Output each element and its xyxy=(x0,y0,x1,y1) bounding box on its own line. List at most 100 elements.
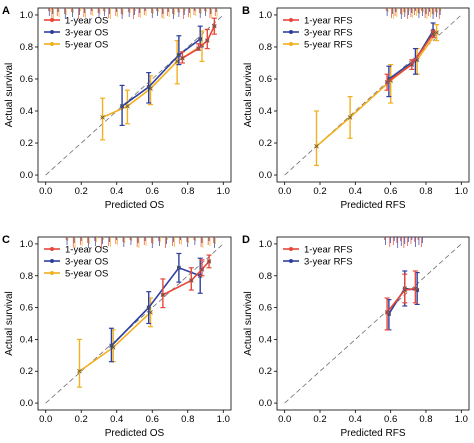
observed-marker xyxy=(199,267,205,272)
plot-frame xyxy=(37,236,232,411)
x-tick-label: 0.6 xyxy=(384,414,397,425)
y-tick-label: 0.0 xyxy=(20,398,33,409)
x-tick-label: 0.0 xyxy=(39,186,52,197)
x-tick-label: 0.6 xyxy=(146,186,159,197)
x-tick-label: 0.8 xyxy=(181,414,194,425)
x-tick-label: 0.6 xyxy=(384,186,397,197)
observed-marker xyxy=(205,38,210,43)
y-tick-label: 0.8 xyxy=(259,271,272,282)
legend-label: 1-year RFS xyxy=(304,245,353,256)
plot-frame xyxy=(276,7,470,183)
legend-marker xyxy=(289,18,293,22)
y-tick-label: 0.8 xyxy=(20,271,33,282)
series-line xyxy=(121,38,201,107)
legend-label: 3-year RFS xyxy=(304,257,353,268)
y-tick-label: 0.4 xyxy=(259,106,272,117)
y-axis-label: Actual survival xyxy=(243,63,254,127)
x-tick-label: 0.2 xyxy=(313,186,326,197)
panel-letter: A xyxy=(2,5,10,17)
series-1-year-os xyxy=(179,17,217,64)
y-tick-label: 0.4 xyxy=(259,334,272,345)
legend-label: 3-year OS xyxy=(65,257,108,268)
observed-marker xyxy=(160,292,166,298)
legend-marker xyxy=(289,259,293,263)
y-tick-label: 0.0 xyxy=(20,170,33,181)
observed-marker xyxy=(314,143,319,149)
x-tick-label: 0.0 xyxy=(39,414,52,425)
observed-marker xyxy=(189,278,194,283)
observed-marker xyxy=(347,115,353,120)
y-tick-label: 0.6 xyxy=(259,303,272,314)
legend-label: 5-year OS xyxy=(65,40,108,51)
x-tick-label: 0.8 xyxy=(181,186,194,197)
observed-marker xyxy=(196,46,201,51)
x-tick-label: 0.4 xyxy=(110,186,123,197)
legend-label: 5-year OS xyxy=(65,269,108,280)
legend: 1-year OS3-year OS5-year OS xyxy=(44,16,108,51)
legend-marker xyxy=(289,42,293,46)
series-line xyxy=(388,30,434,80)
y-tick-label: 0.6 xyxy=(259,74,272,85)
x-tick-label: 0.2 xyxy=(313,414,326,425)
series-1-year-rfs xyxy=(384,270,418,331)
observed-marker xyxy=(430,31,436,37)
y-tick-label: 0.6 xyxy=(20,303,33,314)
legend: 1-year OS3-year OS5-year OS xyxy=(44,245,108,280)
x-tick-label: 0.8 xyxy=(419,186,432,197)
observed-marker xyxy=(100,115,105,120)
legend-marker xyxy=(50,259,54,263)
y-tick-label: 0.2 xyxy=(20,366,33,377)
y-tick-label: 0.0 xyxy=(259,170,272,181)
legend-marker xyxy=(50,30,54,34)
observed-marker xyxy=(212,23,217,29)
x-tick-label: 1.0 xyxy=(455,414,468,425)
y-tick-label: 0.8 xyxy=(20,42,33,53)
panel-a: A 0.0 0.2 0.4 0.6 0.8 1.0 0.0 0.2 0.4 0.6 0.8 1.0 Pre… xyxy=(2,5,232,211)
series-line xyxy=(182,25,216,59)
x-tick-label: 0.6 xyxy=(146,414,159,425)
observed-marker xyxy=(384,310,390,315)
y-tick-label: 0.0 xyxy=(259,398,272,409)
legend-marker xyxy=(50,18,54,22)
observed-marker xyxy=(384,79,390,85)
x-tick-label: 0.2 xyxy=(75,414,88,425)
y-tick-label: 0.2 xyxy=(259,138,272,149)
panel-letter: C xyxy=(2,234,10,246)
y-tick-label: 1.0 xyxy=(20,239,33,250)
observed-marker xyxy=(176,52,182,58)
y-tick-label: 1.0 xyxy=(20,10,33,21)
series-line xyxy=(162,260,210,296)
legend-label: 1-year RFS xyxy=(304,16,353,27)
y-tick-label: 1.0 xyxy=(259,10,272,21)
ideal-diagonal xyxy=(284,243,462,404)
observed-marker xyxy=(176,265,182,271)
rug xyxy=(385,8,442,19)
series-line xyxy=(110,266,201,347)
observed-marker xyxy=(409,62,415,67)
x-axis-label: Predicted OS xyxy=(105,428,165,439)
panel-letter: B xyxy=(242,5,250,17)
x-axis-label: Predicted OS xyxy=(105,200,165,211)
legend-label: 1-year OS xyxy=(65,16,108,27)
x-tick-label: 0.8 xyxy=(419,414,432,425)
series-3-year-os xyxy=(108,252,203,363)
panel-letter: D xyxy=(242,234,250,246)
x-axis-label: Predicted RFS xyxy=(340,200,405,211)
x-tick-label: 0.4 xyxy=(349,414,362,425)
x-tick-label: 0.0 xyxy=(278,186,291,197)
observed-marker xyxy=(119,103,125,109)
x-tick-label: 1.0 xyxy=(455,186,468,197)
x-tick-label: 0.4 xyxy=(110,414,123,425)
y-axis-label: Actual survival xyxy=(243,291,254,355)
series-5-year-os xyxy=(76,297,154,388)
rug xyxy=(48,8,218,19)
x-tick-label: 0.2 xyxy=(75,186,88,197)
legend-marker xyxy=(289,30,293,34)
x-tick-label: 1.0 xyxy=(217,186,230,197)
rug xyxy=(65,237,216,248)
plot-frame xyxy=(276,236,470,411)
y-tick-label: 0.4 xyxy=(20,106,33,117)
legend-label: 3-year OS xyxy=(65,28,108,39)
